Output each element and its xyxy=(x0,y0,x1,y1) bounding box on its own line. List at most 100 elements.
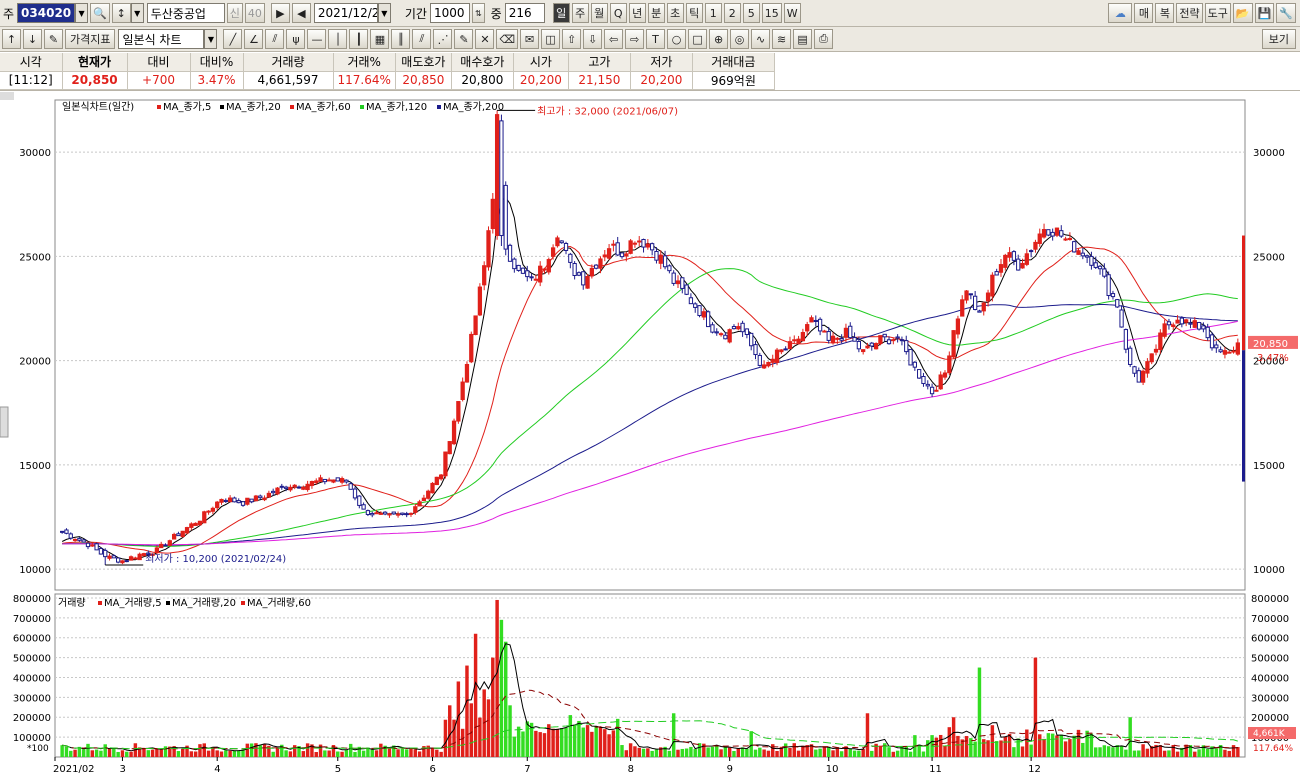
date-input[interactable]: 2021/12/28 xyxy=(313,3,378,23)
search-button[interactable]: 🔍 xyxy=(90,3,110,23)
period-button-2[interactable]: 월 xyxy=(590,3,608,23)
hline-tool-button[interactable]: — xyxy=(307,29,327,49)
edit-button[interactable]: ✎ xyxy=(44,29,63,49)
period-button-3[interactable]: Q xyxy=(609,3,627,23)
rect-tool-button[interactable]: □ xyxy=(688,29,708,49)
wave-1-tool-button[interactable]: ∿ xyxy=(751,29,771,49)
candle-body xyxy=(792,339,797,342)
note-tool-button[interactable]: ✉ xyxy=(520,29,540,49)
vline-tool-button[interactable]: │ xyxy=(328,29,348,49)
angle-tool-button[interactable]: ∠ xyxy=(244,29,264,49)
pitchfork-tool-button[interactable]: ψ xyxy=(286,29,306,49)
up-arrow-tool-button[interactable]: ⇧ xyxy=(562,29,582,49)
channel-tool-button[interactable]: ⫽ xyxy=(412,29,432,49)
period-button-11[interactable]: 15 xyxy=(761,3,782,23)
eraser-tool-button[interactable]: ⌫ xyxy=(496,29,519,49)
candle-body xyxy=(469,333,474,363)
volume-tick-left: 200000 xyxy=(13,713,51,724)
prev-button[interactable]: ◀ xyxy=(291,3,311,23)
period-button-6[interactable]: 초 xyxy=(666,3,684,23)
sort-dropdown[interactable]: ▼ xyxy=(130,3,144,23)
period-button-10[interactable]: 5 xyxy=(742,3,760,23)
settings-button[interactable]: 🔧 xyxy=(1276,3,1296,23)
left-arrow-tool-button[interactable]: ⇦ xyxy=(604,29,624,49)
chart-type-select[interactable]: 일본식 차트 xyxy=(118,29,205,49)
parallel-tool-button[interactable]: ⋰ xyxy=(433,29,453,49)
chart-type-dropdown[interactable]: ▼ xyxy=(204,29,218,49)
volume-ma-line-5 xyxy=(62,643,1238,752)
volume-bar xyxy=(478,717,482,757)
circle-tool-button[interactable]: ○ xyxy=(667,29,687,49)
pencil-tool-button[interactable]: ✎ xyxy=(454,29,474,49)
cloud-button[interactable]: ☁ xyxy=(1108,3,1133,23)
period-button-7[interactable]: 틱 xyxy=(685,3,703,23)
print-tool-button[interactable]: ⎙ xyxy=(814,29,834,49)
volume-bar xyxy=(185,745,189,757)
down-arrow-tool-button[interactable]: ⇩ xyxy=(583,29,603,49)
volume-bar xyxy=(460,728,465,757)
candle-body xyxy=(417,501,422,507)
price-legend-item-3: MA_종가,120 xyxy=(366,101,427,113)
right-button-0[interactable]: 매 xyxy=(1134,3,1154,23)
vlines-tool-button[interactable]: ┃ xyxy=(349,29,369,49)
stock-name-field[interactable]: 두산중공업 xyxy=(146,3,225,23)
stock-code-input[interactable]: 034020 xyxy=(17,3,76,23)
period-button-8[interactable]: 1 xyxy=(704,3,722,23)
date-dropdown[interactable]: ▼ xyxy=(377,3,391,23)
range-bar-up xyxy=(1242,235,1245,351)
period-button-12[interactable]: W xyxy=(783,3,801,23)
period-button-9[interactable]: 2 xyxy=(723,3,741,23)
stock-code-dropdown[interactable]: ▼ xyxy=(75,3,89,23)
volume-bar xyxy=(1201,745,1206,757)
volume-bar xyxy=(516,726,521,757)
grid-tool-button[interactable]: ▦ xyxy=(370,29,390,49)
stock-chart[interactable]: 10000 10000 15000 15000 20000 20000 25000 25000… xyxy=(0,92,1300,777)
overlap-input[interactable]: 216 xyxy=(504,3,545,23)
candle-body xyxy=(1171,324,1176,328)
candle-body xyxy=(619,252,625,258)
quote-header-0: 시각 xyxy=(0,53,63,72)
period-button-1[interactable]: 주 xyxy=(571,3,589,23)
volume-legend-title: 거래량 xyxy=(58,597,86,609)
period-spin[interactable]: ⇅ xyxy=(471,3,485,23)
scroll-down-button[interactable]: ↓ xyxy=(23,29,42,49)
side-collapse-handle[interactable] xyxy=(0,406,9,438)
target-tool-button[interactable]: ◎ xyxy=(730,29,750,49)
trend-fan-tool-button[interactable]: ⫽ xyxy=(265,29,285,49)
wave-2-tool-button[interactable]: ≋ xyxy=(772,29,792,49)
cross-tool-button[interactable]: ✕ xyxy=(475,29,495,49)
quote-value-10: 20,200 xyxy=(630,71,693,90)
indicator-menu-button[interactable]: 가격지표 xyxy=(65,29,116,49)
quote-value-3: 3.47% xyxy=(190,71,244,90)
candle-body xyxy=(680,277,685,289)
sort-button[interactable]: ↕ xyxy=(111,3,131,23)
volume-bar xyxy=(176,751,181,757)
right-button-2[interactable]: 전략 xyxy=(1176,3,1203,23)
right-button-1[interactable]: 복 xyxy=(1155,3,1175,23)
volume-bar xyxy=(969,738,973,757)
price-legend-item-4: MA_종가,200 xyxy=(443,101,504,113)
zoom-box-tool-button[interactable]: ◫ xyxy=(541,29,561,49)
text-tool-button[interactable]: T xyxy=(646,29,666,49)
right-arrow-tool-button[interactable]: ⇨ xyxy=(625,29,645,49)
open-folder-button[interactable]: 📂 xyxy=(1232,3,1253,23)
zoom-in-tool-button[interactable]: ⊕ xyxy=(709,29,729,49)
period-button-5[interactable]: 분 xyxy=(647,3,665,23)
volume-tick-right: 600000 xyxy=(1251,634,1289,645)
volume-bar xyxy=(1050,733,1055,757)
view-button[interactable]: 보기 xyxy=(1261,29,1296,49)
period-button-4[interactable]: 년 xyxy=(628,3,646,23)
next-button[interactable]: ▶ xyxy=(270,3,290,23)
scroll-up-button[interactable]: ↑ xyxy=(2,29,21,49)
line-tool-button[interactable]: ╱ xyxy=(223,29,243,49)
save-button[interactable]: 💾 xyxy=(1254,3,1275,23)
volume-bar xyxy=(1098,747,1102,757)
volume-bar xyxy=(159,749,163,757)
period-button-0[interactable]: 일 xyxy=(552,3,570,23)
calc-tool-button[interactable]: ▤ xyxy=(793,29,813,49)
period-input[interactable]: 1000 xyxy=(429,3,470,23)
candle-body xyxy=(843,327,849,338)
volume-bar xyxy=(697,743,702,757)
right-button-3[interactable]: 도구 xyxy=(1204,3,1231,23)
cycle-tool-button[interactable]: ║ xyxy=(391,29,411,49)
